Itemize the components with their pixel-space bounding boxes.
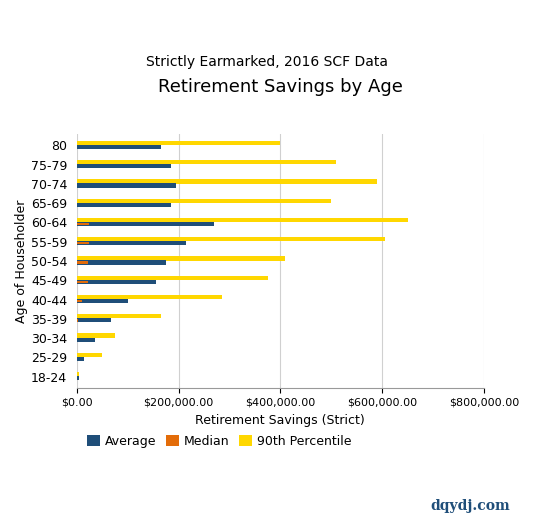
- Bar: [77, 338, 95, 342]
- Bar: [77, 198, 331, 203]
- Bar: [77, 319, 78, 321]
- Y-axis label: Age of Householder: Age of Householder: [15, 199, 28, 322]
- Bar: [77, 222, 214, 226]
- Legend: Average, Median, 90th Percentile: Average, Median, 90th Percentile: [82, 430, 356, 453]
- Bar: [77, 281, 88, 283]
- Bar: [77, 160, 336, 164]
- Bar: [77, 218, 407, 222]
- Bar: [77, 179, 377, 184]
- Bar: [77, 261, 88, 264]
- Bar: [77, 276, 268, 280]
- X-axis label: Retirement Savings (Strict): Retirement Savings (Strict): [195, 413, 365, 427]
- Bar: [77, 357, 84, 361]
- Bar: [77, 260, 166, 265]
- Bar: [77, 256, 286, 260]
- Bar: [77, 164, 171, 168]
- Bar: [77, 376, 79, 380]
- Bar: [77, 299, 128, 303]
- Bar: [77, 333, 115, 338]
- Title: Retirement Savings by Age: Retirement Savings by Age: [158, 78, 403, 96]
- Bar: [77, 318, 111, 322]
- Bar: [77, 223, 89, 225]
- Bar: [77, 353, 103, 357]
- Bar: [77, 203, 171, 207]
- Bar: [77, 141, 280, 145]
- Bar: [77, 242, 89, 245]
- Bar: [77, 241, 186, 246]
- Bar: [77, 145, 161, 149]
- Bar: [77, 372, 80, 376]
- Text: Strictly Earmarked, 2016 SCF Data: Strictly Earmarked, 2016 SCF Data: [146, 55, 388, 69]
- Bar: [77, 280, 156, 284]
- Bar: [77, 300, 82, 302]
- Bar: [77, 295, 222, 299]
- Bar: [77, 184, 176, 188]
- Bar: [77, 314, 161, 318]
- Text: dqydj.com: dqydj.com: [430, 499, 510, 513]
- Bar: [77, 237, 384, 241]
